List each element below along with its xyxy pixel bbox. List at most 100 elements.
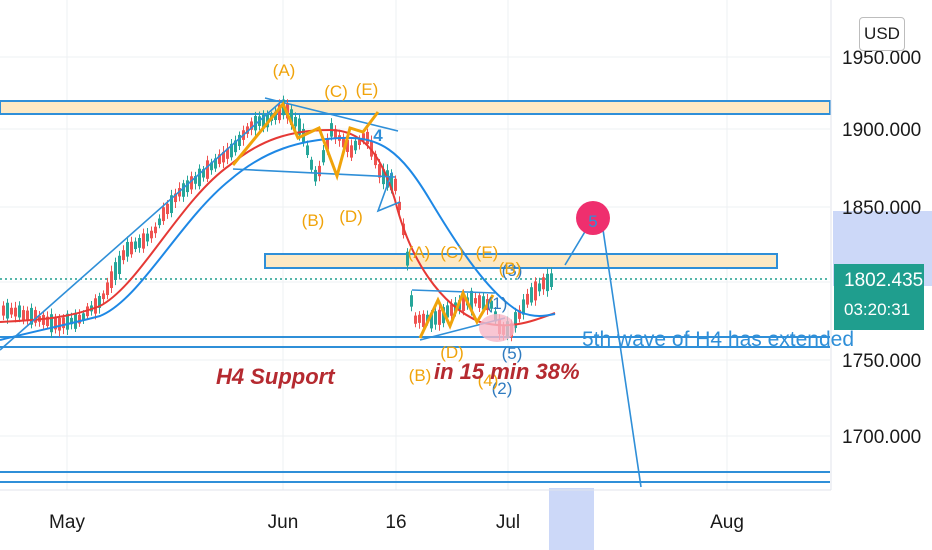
candle <box>198 168 201 187</box>
candle <box>222 151 225 163</box>
candle <box>418 314 421 323</box>
candle <box>26 310 29 321</box>
candle <box>322 150 325 163</box>
pink-highlight <box>479 314 515 342</box>
candle <box>470 290 473 310</box>
candle <box>54 317 57 330</box>
candle <box>318 165 321 177</box>
candle <box>314 169 317 182</box>
candle <box>6 302 9 319</box>
x-tick-label: Jul <box>496 512 520 533</box>
annotation-5th-wave: 5th wave of H4 has extended <box>582 328 854 351</box>
wave-label: (A) <box>408 243 431 262</box>
candle <box>354 140 357 151</box>
candle <box>202 169 205 178</box>
bar-countdown: 03:20:31 <box>844 300 911 319</box>
candle <box>190 176 193 190</box>
wave-label: (1) <box>487 294 508 313</box>
candle <box>266 113 269 128</box>
candle <box>394 178 397 191</box>
y-tick-label: 1700.000 <box>842 427 921 448</box>
candle <box>122 250 125 261</box>
candle <box>434 311 437 325</box>
wave-label: (E) <box>476 243 499 262</box>
candle <box>410 295 413 307</box>
wave-label: 5 <box>588 212 597 231</box>
wave-label: (B) <box>499 259 522 278</box>
candle <box>186 180 189 193</box>
candle <box>158 218 161 226</box>
candle <box>162 207 165 222</box>
candle <box>450 304 453 316</box>
candle <box>550 273 553 287</box>
candles <box>2 95 553 342</box>
orange-waves <box>231 101 495 339</box>
wave-label: (2) <box>492 379 513 398</box>
candle <box>126 241 129 257</box>
candle <box>78 314 81 324</box>
support-resistance-zones <box>0 100 831 483</box>
y-tick-label: 1850.000 <box>842 198 921 219</box>
wave-label: (4) <box>478 371 499 390</box>
candle <box>58 317 61 331</box>
candle <box>294 116 297 127</box>
candle <box>2 305 5 316</box>
candle <box>326 138 329 150</box>
candle <box>138 237 141 248</box>
target-circle <box>576 201 610 235</box>
candle <box>254 115 257 131</box>
candle <box>390 173 393 191</box>
candle <box>350 145 353 158</box>
wave-label: (D) <box>339 207 363 226</box>
y-axis[interactable]: 1950.000 1900.000 1850.000 1750.000 1700… <box>842 48 921 448</box>
annotation-15min: in 15 min 38% <box>434 359 580 384</box>
candle <box>334 129 337 139</box>
last-price-value: 1802.435 <box>844 270 924 291</box>
candle <box>342 138 345 148</box>
candle <box>446 305 449 318</box>
moving-average-slow <box>0 136 556 341</box>
candle <box>278 104 281 121</box>
candle <box>438 309 441 325</box>
candle <box>50 314 53 333</box>
candle <box>150 230 153 239</box>
candle <box>234 140 237 153</box>
annotation-h4-support: H4 Support <box>216 364 336 389</box>
candle <box>426 314 429 323</box>
candle <box>46 316 49 327</box>
candle <box>530 287 533 303</box>
last-price-badge: 1802.435 03:20:31 <box>834 264 924 330</box>
x-axis[interactable]: May Jun 16 Jul Aug <box>49 512 744 533</box>
candle <box>538 283 541 292</box>
candle <box>306 145 309 156</box>
trend-lines <box>0 97 642 488</box>
y-tick-label: 1950.000 <box>842 48 921 69</box>
wave-label: (5) <box>502 344 523 363</box>
candle <box>482 296 485 310</box>
candle <box>310 159 313 170</box>
candle <box>14 307 17 317</box>
wave-label: (D) <box>440 343 464 362</box>
wave-label: 4 <box>373 126 383 145</box>
candle <box>18 305 21 318</box>
grid <box>0 0 830 490</box>
candle <box>398 201 401 211</box>
candle <box>534 281 537 301</box>
candle <box>170 195 173 214</box>
candle <box>298 118 301 135</box>
x-tick-label: 16 <box>385 512 406 533</box>
currency-button[interactable]: USD <box>859 17 905 51</box>
candle <box>474 298 477 304</box>
wave-label: (B) <box>409 366 432 385</box>
x-tick-label: May <box>49 512 85 533</box>
candle <box>290 109 293 125</box>
candle <box>370 140 373 157</box>
candle <box>102 293 105 300</box>
wave-label: (C) <box>324 82 348 101</box>
candle <box>118 255 121 275</box>
candle <box>238 134 241 147</box>
candle <box>274 111 277 121</box>
wave-label: (E) <box>356 80 379 99</box>
candle <box>374 153 377 166</box>
